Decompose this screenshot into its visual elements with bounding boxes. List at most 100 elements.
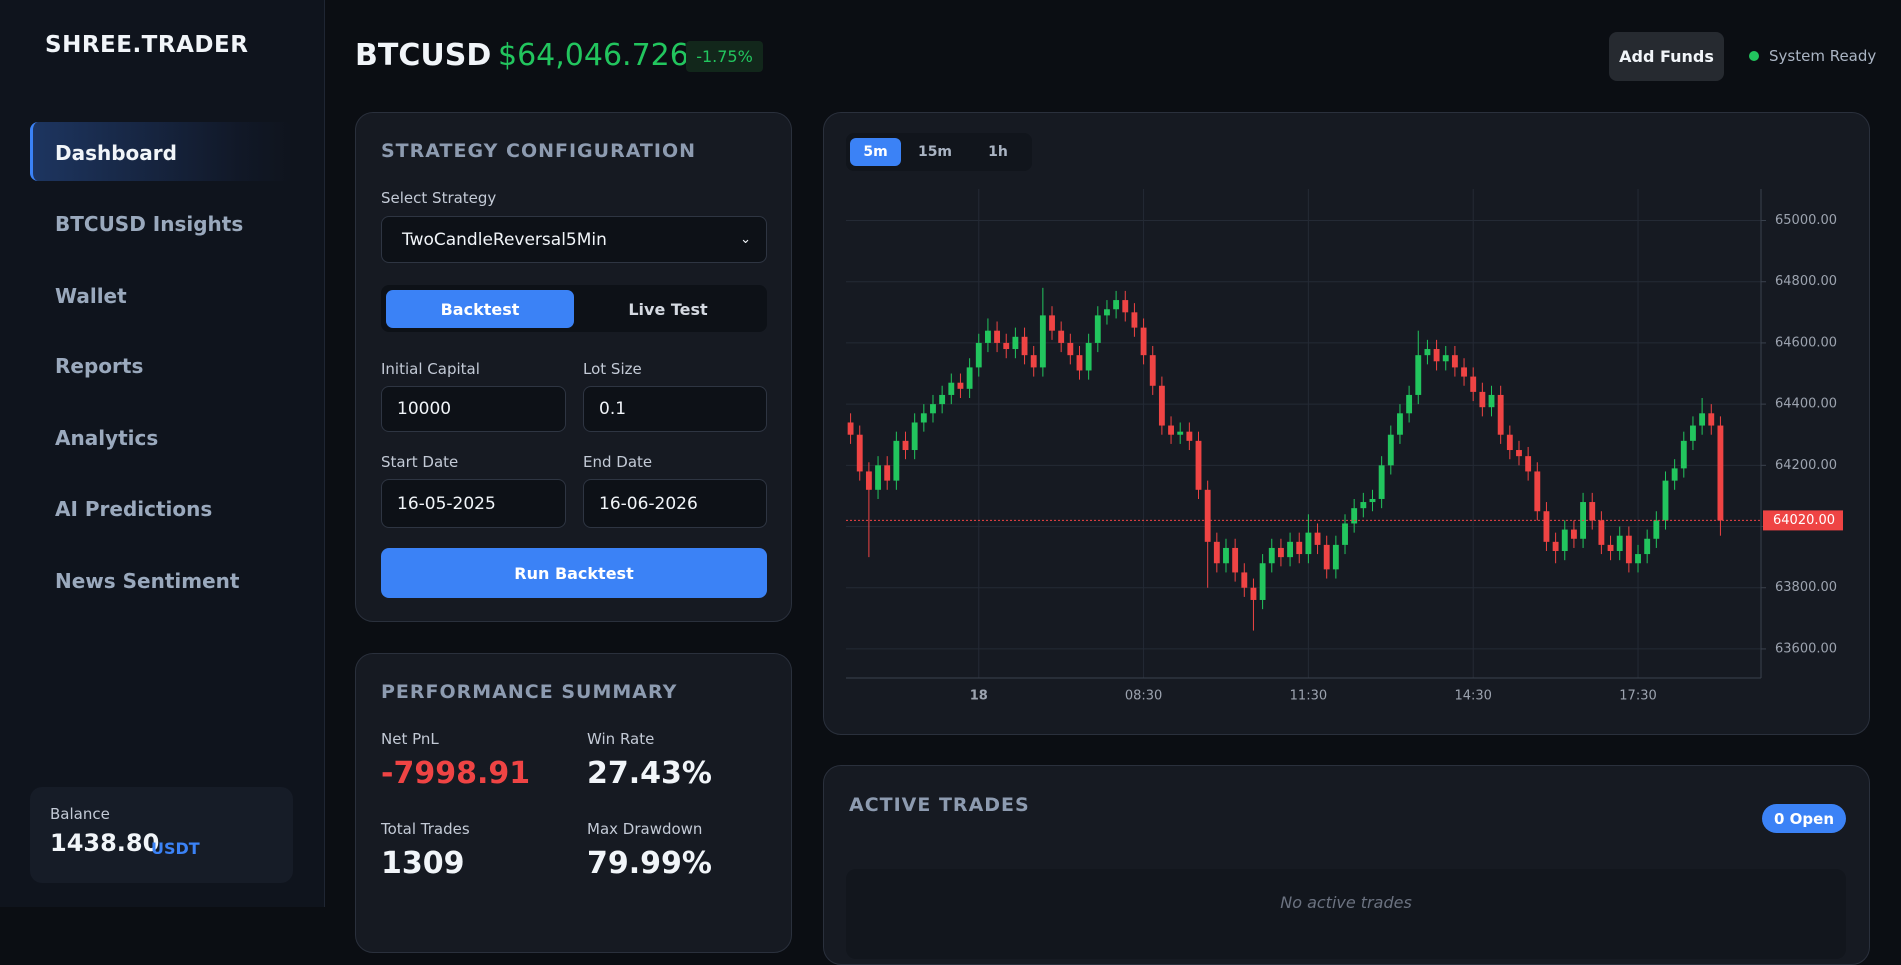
candle-body xyxy=(1305,532,1312,555)
candle-body xyxy=(1195,440,1202,490)
candle-body xyxy=(1030,355,1037,368)
candle-body xyxy=(1570,529,1577,539)
x-tick-label: 11:30 xyxy=(1290,689,1327,704)
nav-item[interactable]: Wallet xyxy=(55,284,127,308)
candle-body xyxy=(1131,312,1138,328)
field-input[interactable]: 0.1 xyxy=(583,386,767,432)
date-input[interactable]: 16-05-2025 xyxy=(381,479,566,528)
candle-body xyxy=(1314,532,1321,545)
timeframe-bar: 5m 15m 1h xyxy=(846,133,1032,171)
candle-body xyxy=(1699,413,1706,426)
price: $64,046.726 xyxy=(498,38,689,73)
balance-card: Balance 1438.80 USDT xyxy=(30,787,293,883)
candle-body xyxy=(1250,587,1257,600)
candle-body xyxy=(1369,498,1376,503)
candle-body xyxy=(1607,544,1614,552)
candle-body xyxy=(1543,511,1550,542)
y-tick-label: 64800.00 xyxy=(1775,274,1837,289)
nav-item[interactable]: BTCUSD Insights xyxy=(55,212,244,236)
candle-body xyxy=(1378,465,1385,499)
candle-body xyxy=(1479,391,1486,408)
metric-value: 1309 xyxy=(381,846,465,881)
run-button[interactable]: Run Backtest xyxy=(381,548,767,598)
candle-body xyxy=(1552,541,1559,552)
candle-body xyxy=(893,440,900,481)
nav-item[interactable]: Reports xyxy=(55,354,144,378)
candle-body xyxy=(1104,309,1110,316)
timeframe-button[interactable]: 5m xyxy=(850,138,901,166)
candle-body xyxy=(1598,520,1605,545)
candle-body xyxy=(1653,520,1660,539)
candle-body xyxy=(1497,394,1504,435)
candle-body xyxy=(1488,394,1495,408)
sidebar: SHREE.TRADER Dashboard BTCUSD Insights W… xyxy=(0,0,325,907)
card-title: STRATEGY CONFIGURATION xyxy=(381,140,697,162)
mode-button[interactable]: Backtest xyxy=(386,290,574,328)
candle-body xyxy=(1259,563,1266,600)
empty-state: No active trades xyxy=(846,869,1846,959)
add-funds-button[interactable]: Add Funds xyxy=(1609,32,1724,81)
candle-body xyxy=(1433,349,1440,362)
timeframe-group: 5m 15m 1h xyxy=(850,138,1030,166)
candle-body xyxy=(1177,431,1184,435)
candle-body xyxy=(1223,547,1229,564)
candle-body xyxy=(1644,538,1651,555)
candle-body xyxy=(1662,480,1669,521)
candle-body xyxy=(856,434,863,472)
candle-body xyxy=(1415,355,1422,395)
candle-body xyxy=(1241,572,1248,588)
candle-body xyxy=(1516,450,1522,457)
y-tick-label: 63600.00 xyxy=(1775,641,1837,656)
candle-body xyxy=(1332,544,1339,570)
balance-value: 1438.80 xyxy=(50,829,160,857)
strategy-card: STRATEGY CONFIGURATION Select Strategy T… xyxy=(355,112,792,622)
candle-body xyxy=(1616,535,1623,552)
metric-label: Max Drawdown xyxy=(587,820,703,838)
candle-body xyxy=(1323,544,1330,570)
candle-body xyxy=(1094,315,1101,343)
nav-item[interactable]: AI Predictions xyxy=(55,497,213,521)
candle-body xyxy=(1296,541,1303,555)
candle-body xyxy=(930,404,936,414)
x-tick-label: 18 xyxy=(970,689,988,704)
candle-body xyxy=(1067,342,1074,356)
nav-item[interactable]: Analytics xyxy=(55,426,159,450)
timeframe-button[interactable]: 1h xyxy=(988,144,1008,160)
field-label: Start Date xyxy=(381,453,459,471)
candle-body xyxy=(1717,425,1724,521)
candle-body xyxy=(847,422,854,435)
candle-body xyxy=(948,382,955,395)
field-label: Initial Capital xyxy=(381,360,480,378)
candle-body xyxy=(1351,508,1358,524)
mode-toggle: Backtest Live Test xyxy=(381,285,767,332)
select-value: TwoCandleReversal5Min xyxy=(402,229,607,250)
candle-body xyxy=(994,330,1001,343)
date-input[interactable]: 16-06-2026 xyxy=(583,479,767,528)
timeframe-button[interactable]: 15m xyxy=(917,144,953,160)
candle-body xyxy=(1525,456,1532,472)
metric-label: Total Trades xyxy=(381,820,470,838)
active-trades-card: ACTIVE TRADES 0 Open No active trades xyxy=(823,765,1870,965)
strategy-select[interactable]: TwoCandleReversal5Min ⌄ xyxy=(381,216,767,263)
field-input[interactable]: 10000 xyxy=(381,386,566,432)
field-label: Lot Size xyxy=(583,360,642,378)
candle-body xyxy=(1708,413,1715,426)
nav-item[interactable]: News Sentiment xyxy=(55,569,240,593)
candle-body xyxy=(1213,541,1220,564)
mode-button[interactable]: Live Test xyxy=(628,299,708,319)
candle-body xyxy=(1039,315,1046,368)
card-title: PERFORMANCE SUMMARY xyxy=(381,681,678,703)
candle-body xyxy=(875,465,881,490)
field-label: End Date xyxy=(583,453,653,471)
nav-item[interactable]: Dashboard xyxy=(55,141,177,165)
empty-text: No active trades xyxy=(1280,893,1412,912)
metric-label: Net PnL xyxy=(381,730,439,748)
candle-body xyxy=(1470,376,1477,392)
candle-body xyxy=(975,342,982,368)
candle-body xyxy=(1287,541,1294,558)
candle-body xyxy=(1461,367,1467,377)
open-badge: 0 Open xyxy=(1762,804,1846,833)
candle-body xyxy=(902,440,909,451)
price-change: -1.75% xyxy=(686,41,763,72)
